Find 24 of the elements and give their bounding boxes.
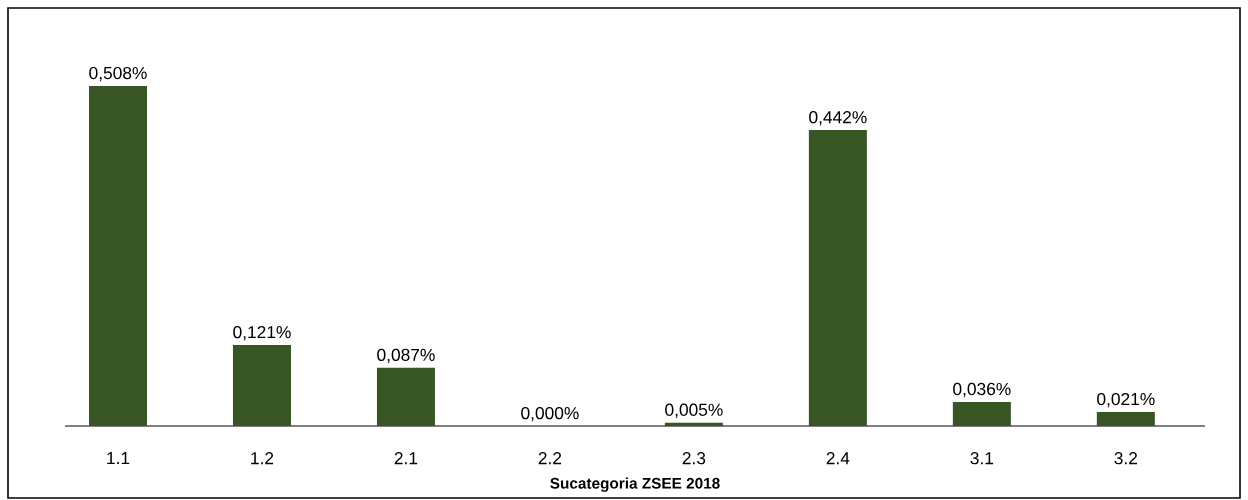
x-tick-label: 2.4 [826,452,850,465]
bar [1096,411,1155,426]
x-tick-label: 2.1 [394,452,418,465]
x-tick-label: 2.2 [538,452,562,465]
x-axis-title: Sucategoria ZSEE 2018 [550,477,720,492]
bar [232,345,291,426]
x-tick-label: 3.1 [970,452,994,465]
data-label: 0,000% [521,406,579,422]
data-label: 0,021% [1097,392,1155,408]
data-label: 0,087% [377,348,435,364]
bar [664,422,723,426]
bar [808,130,867,426]
data-label: 0,005% [665,403,723,418]
bar [952,401,1011,426]
data-label: 0,508% [89,66,147,82]
x-tick-label: 1.2 [251,452,274,465]
x-tick-label: 1.1 [107,452,130,464]
x-tick-label: 3.2 [1114,452,1137,465]
bar [376,367,435,426]
x-tick-label: 2.3 [682,452,706,465]
data-label: 0,121% [233,325,291,341]
bar [88,85,147,426]
data-label: 0,036% [953,382,1011,398]
data-label: 0,442% [809,111,867,126]
